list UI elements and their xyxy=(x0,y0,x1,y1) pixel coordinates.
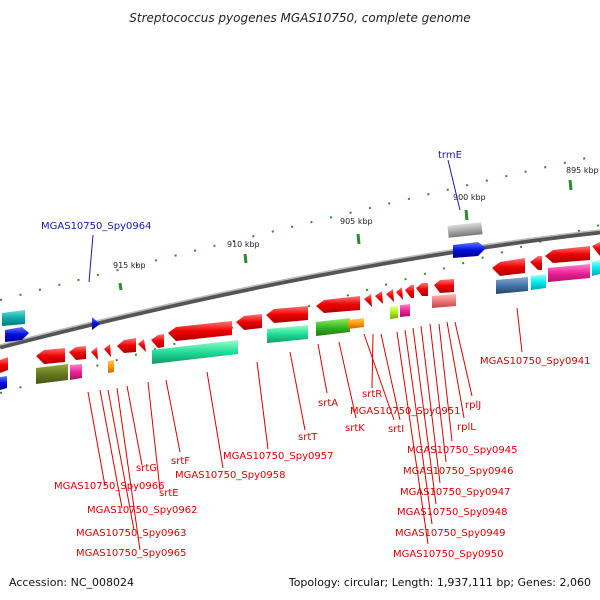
gene-rplJ[interactable] xyxy=(434,279,454,293)
gene-teal-left[interactable] xyxy=(2,310,25,326)
gene-spy0950[interactable] xyxy=(364,294,372,307)
label-spy0965: MGAS10750_Spy0965 xyxy=(76,548,186,559)
gene-srtA[interactable] xyxy=(316,318,350,336)
label-spy0951: MGAS10750_Spy0951 xyxy=(350,406,460,417)
label-spy0945: MGAS10750_Spy0945 xyxy=(407,445,517,456)
gene-red-a4[interactable] xyxy=(592,242,600,256)
gene-spy0949[interactable] xyxy=(375,291,383,304)
label-srtI: srtI xyxy=(388,424,404,435)
gene-blue-forward-1[interactable] xyxy=(453,242,486,258)
gene-spy0948[interactable] xyxy=(386,289,394,302)
label-spy0962: MGAS10750_Spy0962 xyxy=(87,505,197,516)
gene-spy0962[interactable] xyxy=(104,344,111,357)
label-spy0963: MGAS10750_Spy0963 xyxy=(76,528,186,539)
label-srtA: srtA xyxy=(318,398,338,409)
genome-summary-text: Topology: circular; Length: 1,937,111 bp… xyxy=(288,576,591,589)
tick-label-900: 900 kbp xyxy=(453,193,486,202)
gene-spy0964[interactable] xyxy=(92,317,100,330)
label-rplL: rplL xyxy=(457,422,476,433)
gene-srtT[interactable] xyxy=(266,306,308,323)
gene-spy0946[interactable] xyxy=(405,285,414,298)
gene-cyan-a[interactable] xyxy=(592,260,600,276)
label-spy0964: MGAS10750_Spy0964 xyxy=(41,221,151,232)
reverse-genes-row-b xyxy=(0,279,456,373)
gene-srtI[interactable] xyxy=(400,304,410,317)
reverse-genes-row-a xyxy=(492,242,600,294)
gene-blue-forward-2[interactable] xyxy=(5,327,29,342)
tick-label-915: 915 kbp xyxy=(113,261,146,270)
lower-features xyxy=(0,304,410,390)
label-spy0948: MGAS10750_Spy0948 xyxy=(397,507,507,518)
gene-srtK[interactable] xyxy=(348,318,364,329)
gene-spy0951[interactable] xyxy=(390,306,398,319)
gene-spy0966[interactable] xyxy=(36,348,65,364)
label-srtT: srtT xyxy=(298,432,318,443)
gene-spy0941[interactable] xyxy=(496,277,528,294)
red-labels: MGAS10750_Spy0941 rplJ rplL MGAS10750_Sp… xyxy=(54,356,590,560)
gene-pink-left[interactable] xyxy=(70,364,82,380)
forward-genes xyxy=(2,222,486,342)
label-spy0966: MGAS10750_Spy0966 xyxy=(54,481,164,492)
gene-srtG[interactable] xyxy=(138,339,146,352)
gene-blue-left-edge[interactable] xyxy=(0,376,7,390)
label-spy0957: MGAS10750_Spy0957 xyxy=(223,451,333,462)
gene-red-a1[interactable] xyxy=(492,258,525,276)
tick-label-905: 905 kbp xyxy=(340,217,373,226)
gene-trmE[interactable] xyxy=(447,222,483,238)
gene-red-left-edge[interactable] xyxy=(0,357,8,373)
tick-label-895: 895 kbp xyxy=(566,166,599,175)
gene-green-b[interactable] xyxy=(152,340,238,364)
genome-backbone-highlight xyxy=(0,229,600,346)
red-leaders xyxy=(87,307,523,551)
label-spy0947: MGAS10750_Spy0947 xyxy=(400,487,510,498)
major-ticks xyxy=(118,179,573,291)
gene-cyan-b[interactable] xyxy=(531,274,546,290)
label-spy0958: MGAS10750_Spy0958 xyxy=(175,470,285,481)
gene-pink-a[interactable] xyxy=(548,264,590,282)
label-srtR: srtR xyxy=(362,389,382,400)
label-srtG: srtG xyxy=(136,463,157,474)
gene-spy0965[interactable] xyxy=(69,346,86,360)
label-spy0949: MGAS10750_Spy0949 xyxy=(395,528,505,539)
gene-spy0957[interactable] xyxy=(236,314,262,330)
gene-spy0947[interactable] xyxy=(396,287,403,300)
genome-backbone xyxy=(0,229,600,350)
gene-red-a2[interactable] xyxy=(530,256,542,270)
accession-text: Accession: NC_008024 xyxy=(9,576,134,589)
gene-red-a3[interactable] xyxy=(545,246,590,263)
gene-olive[interactable] xyxy=(36,364,68,384)
gene-orange-left[interactable] xyxy=(108,360,114,373)
blue-leaders xyxy=(88,159,461,283)
gene-srtE[interactable] xyxy=(117,338,136,353)
tick-label-910: 910 kbp xyxy=(227,240,260,249)
gene-srtF[interactable] xyxy=(151,334,164,348)
label-spy0941: MGAS10750_Spy0941 xyxy=(480,356,590,367)
gene-srtR[interactable] xyxy=(316,296,360,313)
label-rplJ: rplJ xyxy=(465,400,481,411)
label-trmE: trmE xyxy=(438,150,462,161)
gene-spy0963[interactable] xyxy=(91,347,98,360)
gene-green-a[interactable] xyxy=(267,325,308,343)
gene-spy0945[interactable] xyxy=(416,283,428,296)
label-spy0950: MGAS10750_Spy0950 xyxy=(393,549,503,560)
label-srtE: srtE xyxy=(159,488,179,499)
gene-rplL[interactable] xyxy=(432,294,456,308)
label-srtK: srtK xyxy=(345,423,365,434)
gene-spy0958[interactable] xyxy=(168,321,232,341)
map-title: Streptococcus pyogenes MGAS10750, comple… xyxy=(129,11,470,25)
label-spy0946: MGAS10750_Spy0946 xyxy=(403,466,513,477)
label-srtF: srtF xyxy=(171,456,190,467)
